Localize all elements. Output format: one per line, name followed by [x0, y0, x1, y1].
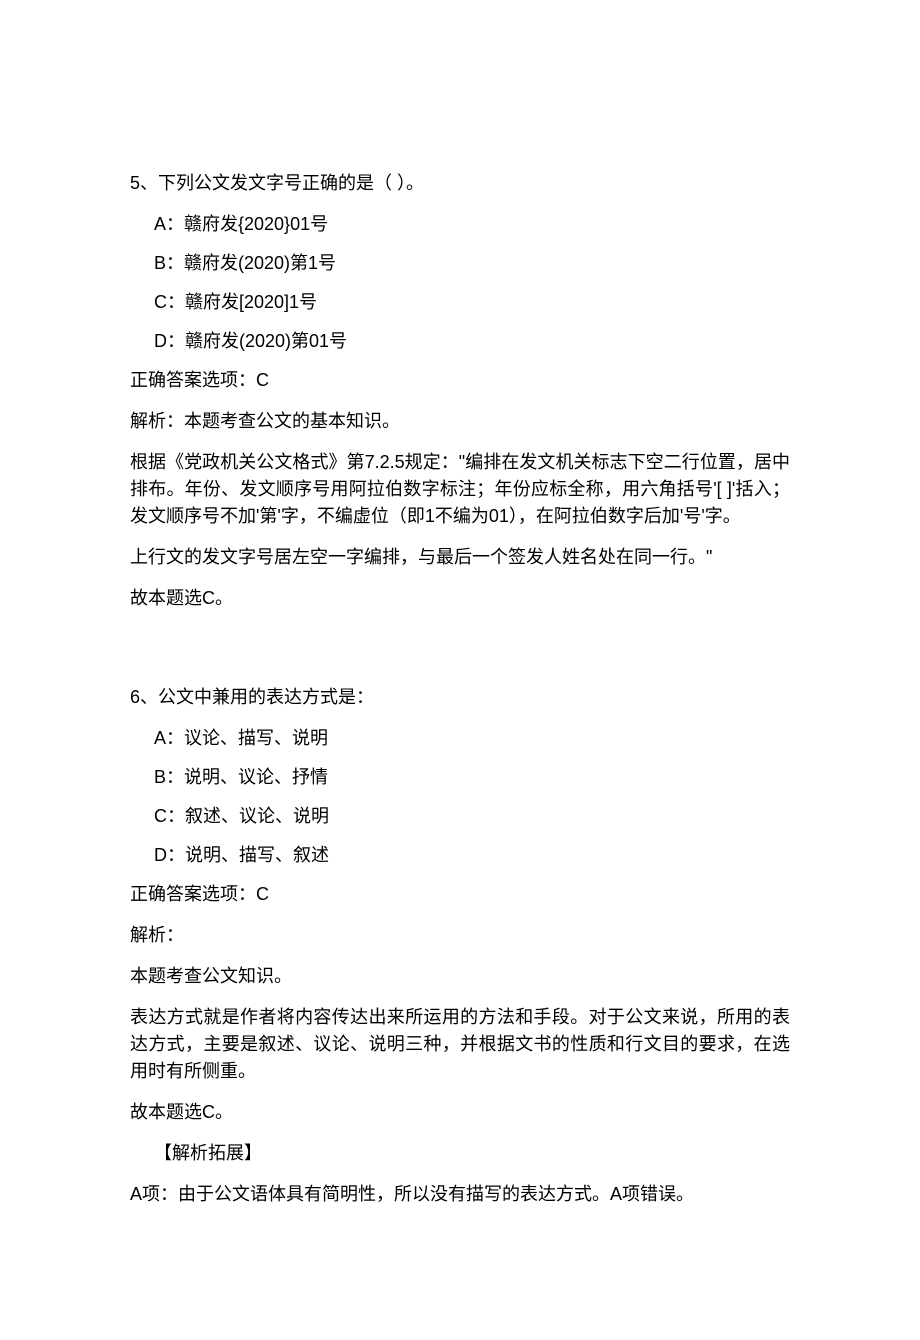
q5-title: 5、下列公文发文字号正确的是（ ）。 [130, 170, 790, 197]
q6-title: 6、公文中兼用的表达方式是： [130, 684, 790, 711]
q5-option-a: A：赣府发{2020}01号 [130, 211, 790, 238]
q6-option-c: C：叙述、议论、说明 [130, 803, 790, 830]
q5-option-d: D：赣府发(2020)第01号 [130, 328, 790, 355]
q5-explain-4: 故本题选C。 [130, 585, 790, 612]
q5-option-b: B：赣府发(2020)第1号 [130, 250, 790, 277]
q6-expand-title: 【解析拓展】 [130, 1140, 790, 1167]
question-5: 5、下列公文发文字号正确的是（ ）。 A：赣府发{2020}01号 B：赣府发(… [130, 170, 790, 612]
q5-explain-1: 解析：本题考查公文的基本知识。 [130, 408, 790, 435]
q6-explain-4: 故本题选C。 [130, 1099, 790, 1126]
q6-option-d: D：说明、描写、叙述 [130, 842, 790, 869]
q6-explain-3: 表达方式就是作者将内容传达出来所运用的方法和手段。对于公文来说，所用的表达方式，… [130, 1004, 790, 1085]
q6-option-a: A：议论、描写、说明 [130, 725, 790, 752]
q6-explain-2: 本题考查公文知识。 [130, 963, 790, 990]
question-6: 6、公文中兼用的表达方式是： A：议论、描写、说明 B：说明、议论、抒情 C：叙… [130, 684, 790, 1208]
q5-explain-3: 上行文的发文字号居左空一字编排，与最后一个签发人姓名处在同一行。" [130, 544, 790, 571]
q6-answer: 正确答案选项：C [130, 881, 790, 908]
q6-expand-a: A项：由于公文语体具有简明性，所以没有描写的表达方式。A项错误。 [130, 1181, 790, 1208]
q6-explain-1: 解析： [130, 922, 790, 949]
q5-explain-2: 根据《党政机关公文格式》第7.2.5规定："编排在发文机关标志下空二行位置，居中… [130, 449, 790, 530]
q5-answer: 正确答案选项：C [130, 367, 790, 394]
q6-option-b: B：说明、议论、抒情 [130, 764, 790, 791]
q5-option-c: C：赣府发[2020]1号 [130, 289, 790, 316]
